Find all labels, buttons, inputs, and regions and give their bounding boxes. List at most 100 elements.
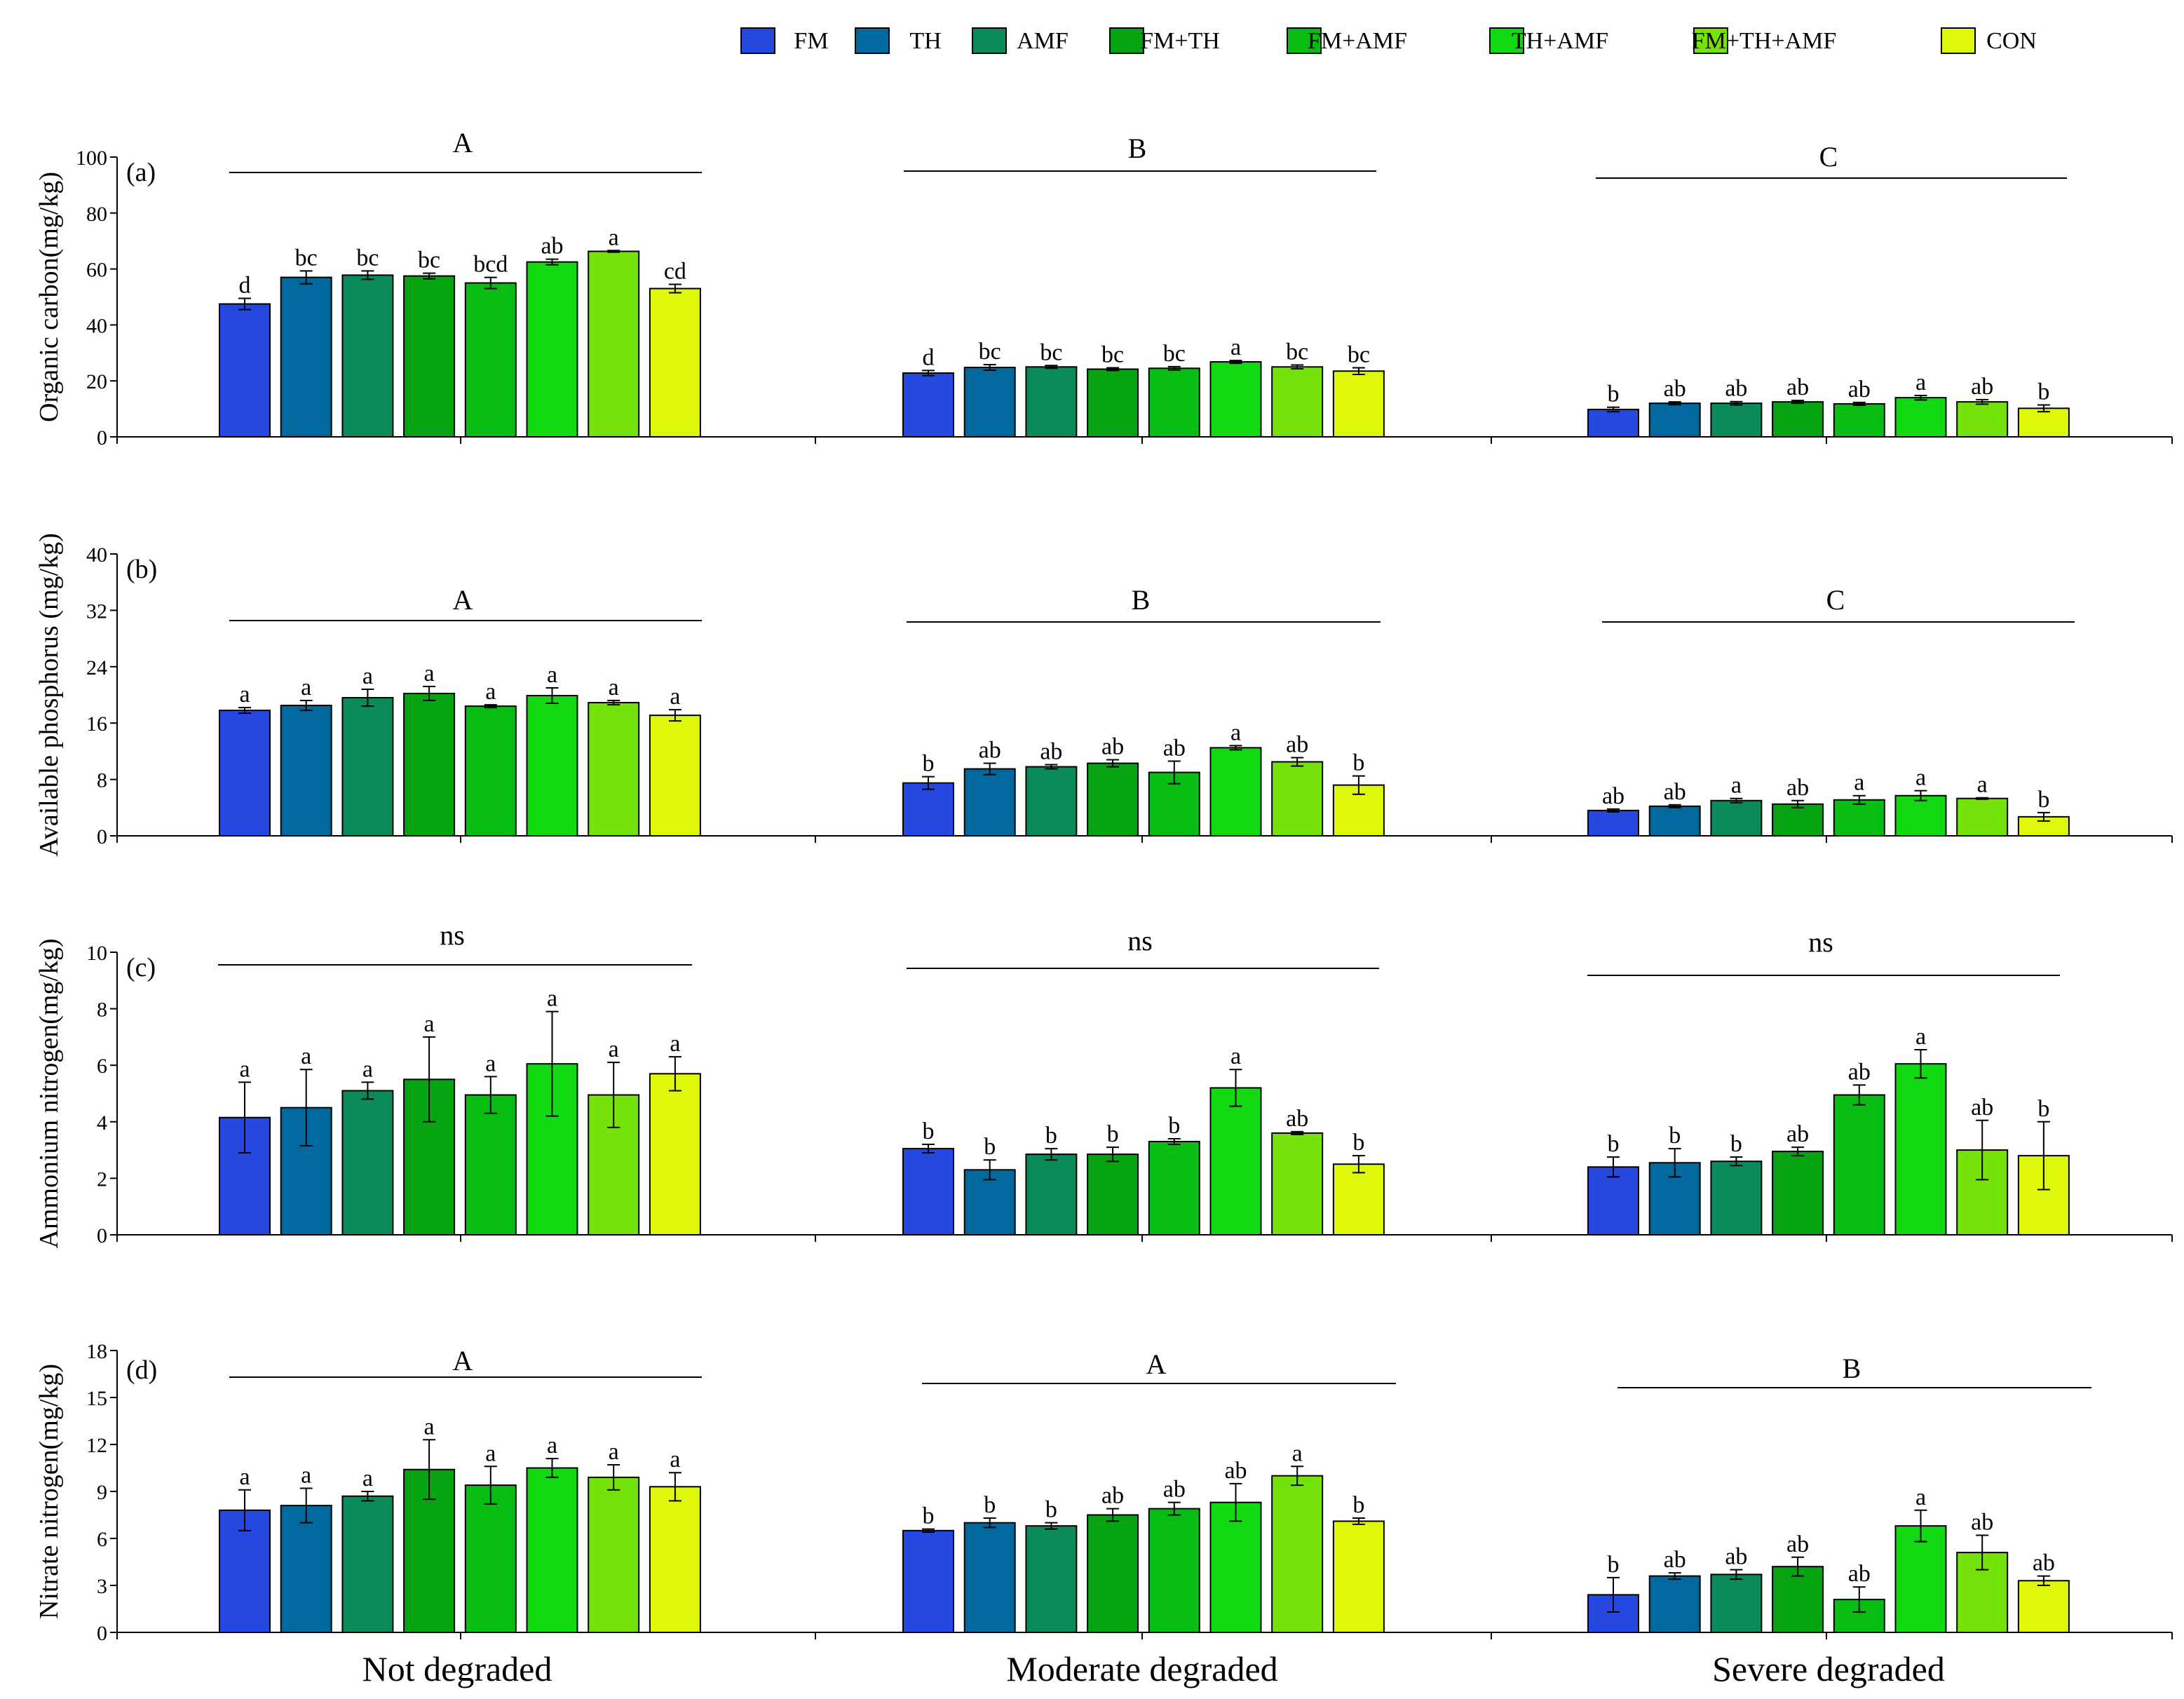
data-label-significance: ab xyxy=(1224,1458,1247,1484)
data-label-significance: b xyxy=(1608,1552,1620,1578)
data-label-significance: ab xyxy=(1163,735,1186,761)
bar-fm-th-severe-degraded xyxy=(1772,401,1824,438)
bar-amf-severe-degraded xyxy=(1710,402,1763,438)
bar-th-moderate-degraded xyxy=(963,1522,1016,1634)
data-label-significance: b xyxy=(984,1492,996,1518)
data-label-significance: a xyxy=(485,1050,496,1076)
group-significance-letter: B xyxy=(1843,1353,1861,1384)
y-tick-label: 0 xyxy=(97,825,107,848)
data-label-significance: b xyxy=(2037,379,2049,405)
data-label-significance: a xyxy=(670,684,680,710)
bar-fm-th-amf-moderate-degraded xyxy=(1271,366,1324,438)
legend-label: FM+AMF xyxy=(1308,28,1407,54)
data-label-significance: a xyxy=(239,682,250,708)
data-label-significance: ab xyxy=(1664,1547,1686,1573)
data-label-significance: b xyxy=(1608,1131,1620,1157)
bar-con-not-degraded xyxy=(649,1073,701,1236)
data-label-significance: ab xyxy=(1040,738,1062,764)
data-label-significance: a xyxy=(1292,1440,1303,1466)
panel-d: 0 3 6 9 12 15 18 (d) Nitrate nitrogen(mg/kg) A A Ba… xyxy=(34,1340,2173,1645)
data-label-significance: a xyxy=(1915,765,1926,791)
y-tick-label: 40 xyxy=(86,543,107,567)
bar-fm-amf-not-degraded xyxy=(464,282,517,438)
y-tick-label: 9 xyxy=(97,1481,107,1504)
bar-fm-th-moderate-degraded xyxy=(1087,762,1139,837)
data-label-significance: cd xyxy=(664,259,686,285)
bar-fm-amf-not-degraded xyxy=(464,1484,517,1633)
data-label-significance: ab xyxy=(1786,1531,1809,1557)
bar-fm-amf-not-degraded xyxy=(464,1094,517,1236)
legend-item-fm-amf: FM+AMF xyxy=(1287,27,1407,54)
legend-label: FM+TH+AMF xyxy=(1692,28,1837,54)
bar-th-severe-degraded xyxy=(1648,1575,1701,1634)
data-label-significance: ab xyxy=(1786,374,1809,400)
bar-amf-not-degraded xyxy=(341,697,394,837)
y-tick-label: 32 xyxy=(86,600,107,623)
data-label-significance: b xyxy=(1045,1123,1057,1149)
legend-label: CON xyxy=(1986,28,2037,54)
bar-fm-th-not-degraded xyxy=(403,275,456,438)
bar-fm-moderate-degraded xyxy=(902,372,954,438)
data-label-significance: a xyxy=(239,1056,250,1082)
data-label-significance: bc xyxy=(1101,341,1124,367)
data-label-significance: b xyxy=(1352,1130,1364,1156)
group-significance-letter: B xyxy=(1132,584,1151,616)
bar-fm-not-degraded xyxy=(219,303,271,438)
bar-fm-moderate-degraded xyxy=(902,1529,954,1633)
data-label-significance: ab xyxy=(1848,377,1871,402)
data-label-significance: b xyxy=(1669,1123,1681,1149)
legend: FM TH AMF FM+TH FM+AMF TH+AMF FM+TH+AMF CON xyxy=(740,27,2037,54)
bar-fm-severe-degraded xyxy=(1587,809,1639,837)
legend-swatch xyxy=(1489,27,1524,54)
y-tick-label: 3 xyxy=(97,1575,107,1598)
y-tick-label: 8 xyxy=(97,769,107,792)
bar-fm-th-amf-not-degraded xyxy=(588,702,640,837)
bar-con-severe-degraded xyxy=(2017,1580,2070,1634)
data-label-significance: a xyxy=(609,1439,619,1465)
y-tick-label: 100 xyxy=(76,147,107,170)
data-label-significance: bc xyxy=(295,245,318,271)
y-tick-label: 6 xyxy=(97,1528,107,1551)
legend-item-fm-th: FM+TH xyxy=(1109,27,1220,54)
data-label-significance: bc xyxy=(418,248,440,273)
data-label-significance: a xyxy=(362,1466,373,1491)
data-label-significance: ab xyxy=(2033,1550,2055,1576)
data-label-significance: a xyxy=(362,663,373,689)
data-label-significance: b xyxy=(1608,381,1620,407)
group-significance-letter: A xyxy=(453,127,473,158)
data-label-significance: ab xyxy=(979,737,1001,763)
panel-label: (a) xyxy=(126,158,156,187)
bar-th-amf-moderate-degraded xyxy=(1209,747,1262,837)
y-axis-label: Available phosphorus (mg/kg) xyxy=(34,533,64,857)
bar-fm-moderate-degraded xyxy=(902,782,954,837)
data-label-significance: ab xyxy=(1101,1483,1124,1509)
y-tick-label: 4 xyxy=(97,1111,107,1135)
bar-th-amf-moderate-degraded xyxy=(1209,1501,1262,1633)
y-tick-label: 10 xyxy=(86,942,107,965)
data-label-significance: bc xyxy=(1163,341,1186,367)
group-significance-letter: C xyxy=(1826,584,1845,616)
y-tick-label: 24 xyxy=(86,656,107,679)
x-category-label-moderate-degraded: Moderate degraded xyxy=(1006,1649,1277,1688)
bar-th-amf-not-degraded xyxy=(526,261,578,438)
bar-amf-severe-degraded xyxy=(1710,1160,1763,1236)
group-significance-letter: A xyxy=(453,584,473,616)
group-significance-letter: ns xyxy=(440,919,465,951)
group-significance-letter: C xyxy=(1819,141,1838,172)
y-tick-label: 15 xyxy=(86,1387,107,1410)
data-label-significance: a xyxy=(1915,370,1926,395)
data-label-significance: a xyxy=(609,224,619,250)
y-tick-label: 16 xyxy=(86,712,107,736)
bar-fm-severe-degraded xyxy=(1587,1166,1639,1236)
data-label-significance: ab xyxy=(1664,779,1686,805)
x-category-label-not-degraded: Not degraded xyxy=(362,1649,552,1688)
data-label-significance: b xyxy=(2037,1096,2049,1122)
y-tick-label: 80 xyxy=(86,203,107,226)
data-label-significance: b xyxy=(1730,1131,1742,1157)
bar-con-moderate-degraded xyxy=(1332,1520,1385,1634)
legend-swatch xyxy=(1693,27,1728,54)
data-label-significance: a xyxy=(670,1031,680,1057)
data-label-significance: a xyxy=(609,1036,619,1062)
data-label-significance: a xyxy=(1854,770,1864,796)
